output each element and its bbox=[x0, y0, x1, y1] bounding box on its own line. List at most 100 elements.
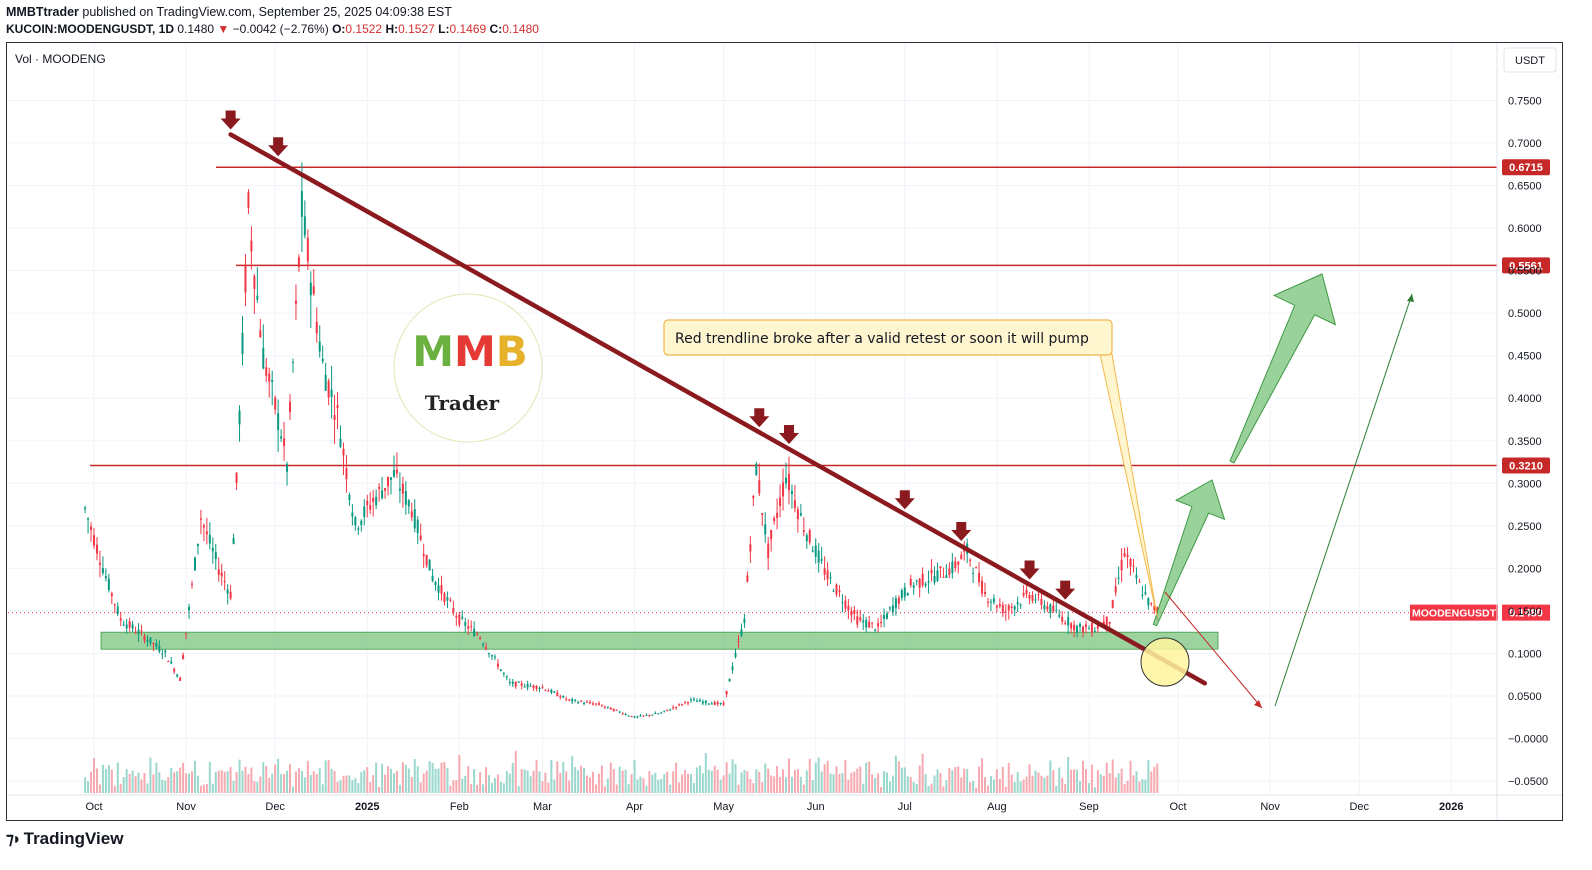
volume-bar bbox=[342, 775, 345, 793]
candle-body bbox=[372, 497, 375, 502]
author-name[interactable]: MMBTtrader bbox=[6, 5, 79, 19]
volume-bar bbox=[372, 775, 375, 793]
tradingview-footer[interactable]: ⁊◗ TradingView bbox=[6, 829, 123, 849]
chart-grid bbox=[8, 44, 1497, 795]
candle-body bbox=[954, 561, 957, 568]
candle-body bbox=[259, 330, 262, 338]
volume-bar bbox=[880, 787, 883, 793]
candle-body bbox=[336, 405, 339, 408]
candle-body bbox=[859, 617, 862, 621]
logo-sub-text: Trader bbox=[425, 391, 500, 415]
candle-body bbox=[612, 709, 615, 712]
candle-body bbox=[761, 513, 764, 515]
volume-bar bbox=[657, 779, 660, 793]
volume-bar bbox=[182, 762, 185, 793]
candle-body bbox=[116, 606, 119, 614]
projection-arrows bbox=[1140, 273, 1414, 709]
candle-body bbox=[532, 685, 535, 688]
volume-bar bbox=[95, 768, 98, 793]
candle-body bbox=[375, 496, 378, 506]
candle-body bbox=[609, 707, 612, 710]
candle-body bbox=[348, 494, 351, 500]
volume-bar bbox=[354, 778, 357, 793]
candle-body bbox=[449, 599, 452, 601]
candle-body bbox=[502, 672, 505, 674]
volume-bar bbox=[1141, 779, 1144, 793]
candle-body bbox=[986, 601, 989, 603]
volume-bar bbox=[603, 786, 606, 793]
candle-body bbox=[597, 703, 600, 705]
volume-bar bbox=[684, 769, 687, 793]
candle-body bbox=[1156, 607, 1159, 614]
volume-bar bbox=[672, 771, 675, 793]
volume-bar bbox=[764, 763, 767, 793]
candle-body bbox=[912, 585, 915, 588]
candle-body bbox=[790, 490, 793, 494]
y-tick-label: 0.1000 bbox=[1508, 648, 1542, 660]
volume-bar bbox=[933, 775, 936, 793]
down-arrow-marker-icon bbox=[220, 110, 241, 130]
volume-bar bbox=[446, 767, 449, 793]
candle-body bbox=[1016, 602, 1019, 605]
volume-bar bbox=[633, 759, 636, 793]
candle-body bbox=[704, 700, 707, 704]
candle-body bbox=[850, 611, 853, 616]
volume-bar bbox=[618, 766, 621, 793]
volume-bar bbox=[844, 759, 847, 793]
candle-body bbox=[134, 632, 137, 634]
volume-bar bbox=[1147, 760, 1150, 793]
volume-bar bbox=[437, 768, 440, 793]
volume-bar bbox=[924, 774, 927, 793]
candle-body bbox=[170, 661, 173, 664]
candle-body bbox=[345, 468, 348, 480]
candle-body bbox=[900, 590, 903, 598]
volume-bar bbox=[817, 757, 820, 793]
candle-body bbox=[885, 613, 888, 619]
candle-body bbox=[1111, 600, 1114, 608]
candle-body bbox=[499, 669, 502, 671]
candle-body bbox=[654, 713, 657, 715]
volume-bar bbox=[793, 770, 796, 793]
volume-bar bbox=[773, 776, 776, 793]
level-label: 0.5561 bbox=[1509, 260, 1543, 272]
candle-body bbox=[767, 543, 770, 559]
volume-bar bbox=[850, 772, 853, 793]
price-value-bg bbox=[1502, 604, 1550, 621]
candle-body bbox=[796, 509, 799, 519]
symbol-label[interactable]: KUCOIN:MOODENGUSDT, 1D bbox=[6, 22, 175, 36]
candle-body bbox=[1082, 626, 1085, 632]
x-tick-label: Sep bbox=[1079, 801, 1099, 813]
candle-body bbox=[687, 702, 689, 704]
candle-body bbox=[862, 620, 865, 623]
volume-bar bbox=[1076, 769, 1079, 793]
volume-bar bbox=[1016, 772, 1019, 793]
volume-bar bbox=[894, 755, 897, 793]
volume-bar bbox=[309, 775, 312, 793]
candle-body bbox=[401, 483, 404, 494]
volume-bar bbox=[675, 762, 678, 793]
retest-circle bbox=[1140, 637, 1190, 687]
volume-bar bbox=[698, 765, 701, 793]
volume-bar bbox=[909, 777, 912, 793]
candle-body bbox=[1153, 605, 1156, 611]
volume-bar bbox=[945, 780, 948, 793]
volume-bar bbox=[158, 772, 161, 793]
candle-body bbox=[684, 701, 687, 703]
low-value: 0.1469 bbox=[449, 22, 487, 36]
volume-bar bbox=[1111, 759, 1114, 793]
volume-bar bbox=[294, 771, 297, 793]
volume-bar bbox=[1049, 760, 1052, 793]
y-tick-label: 0.0500 bbox=[1508, 691, 1542, 703]
volume-bar bbox=[1073, 769, 1076, 793]
candle-body bbox=[324, 374, 327, 391]
candle-body bbox=[1010, 606, 1013, 608]
candle-body bbox=[624, 713, 627, 715]
volume-bar bbox=[268, 778, 271, 793]
volume-bar bbox=[1105, 762, 1108, 793]
volume-bar bbox=[1055, 785, 1058, 793]
change-arrow-icon: ▼ bbox=[217, 22, 230, 36]
volume-bar bbox=[104, 768, 107, 793]
y-tick-label: 0.3000 bbox=[1508, 478, 1542, 490]
volume-bar bbox=[110, 769, 113, 793]
